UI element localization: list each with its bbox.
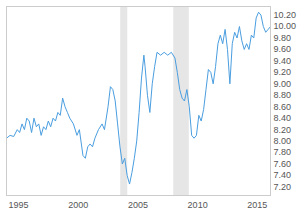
svg-text:8.80: 8.80 [274,90,292,100]
svg-text:2015: 2015 [247,200,267,210]
svg-text:9.40: 9.40 [274,56,292,66]
svg-text:7.60: 7.60 [274,159,292,169]
svg-text:8.60: 8.60 [274,102,292,112]
svg-text:8.40: 8.40 [274,113,292,123]
svg-text:10.00: 10.00 [274,21,297,31]
svg-text:8.00: 8.00 [274,136,292,146]
svg-text:7.20: 7.20 [274,182,292,192]
svg-text:1995: 1995 [8,200,28,210]
svg-text:9.20: 9.20 [274,67,292,77]
svg-text:10.20: 10.20 [274,10,297,20]
svg-text:9.80: 9.80 [274,33,292,43]
svg-text:9.60: 9.60 [274,44,292,54]
svg-text:2010: 2010 [188,200,208,210]
svg-text:7.80: 7.80 [274,147,292,157]
svg-text:2000: 2000 [68,200,88,210]
svg-text:2005: 2005 [128,200,148,210]
svg-text:8.20: 8.20 [274,125,292,135]
svg-text:7.40: 7.40 [274,170,292,180]
svg-text:9.00: 9.00 [274,79,292,89]
